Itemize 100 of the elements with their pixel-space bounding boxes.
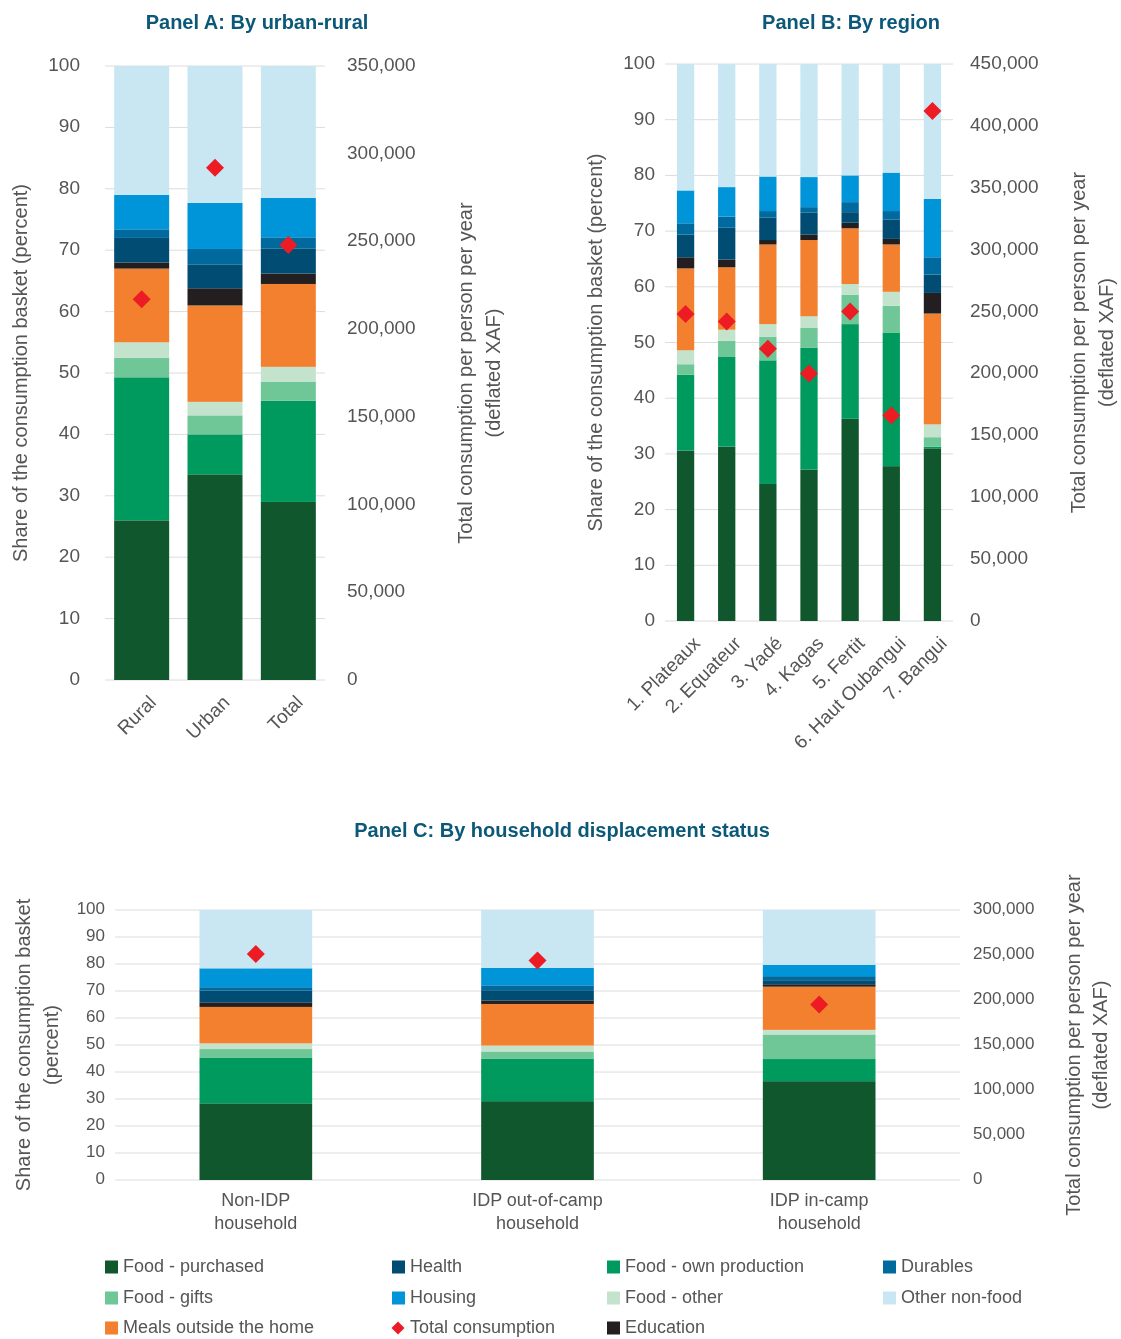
bar (923, 313, 942, 425)
y-tick-label: 90 (86, 926, 105, 946)
y-tick-label: 30 (86, 1088, 105, 1108)
y-tick-label: 60 (86, 1007, 105, 1027)
bar (841, 324, 859, 419)
legend-label: Health (410, 1255, 463, 1276)
bar (800, 212, 818, 235)
y2-tick-label: 100,000 (347, 492, 416, 514)
bar (762, 984, 876, 987)
y2-tick-label: 50,000 (973, 1124, 1025, 1144)
point (800, 364, 818, 383)
bar (841, 284, 859, 295)
point (676, 305, 695, 324)
chart-title: Panel B: By region (762, 11, 940, 34)
legend-label: Food - gifts (123, 1286, 214, 1307)
bar (187, 288, 243, 306)
y2-tick-label: 350,000 (970, 175, 1039, 197)
y-tick-label: 40 (58, 422, 80, 444)
point (246, 945, 265, 964)
y2-tick-label: 400,000 (970, 113, 1039, 135)
bar (114, 262, 170, 269)
y-tick-label: 100 (76, 899, 105, 919)
bar (260, 501, 316, 680)
bar (882, 466, 900, 621)
point (882, 406, 901, 425)
point (279, 235, 298, 254)
y2-tick-label: 250,000 (347, 229, 416, 251)
y2-tick-label: 0 (347, 668, 358, 690)
y-tick-label: 70 (86, 980, 105, 1000)
bar (481, 1003, 594, 1046)
bar (481, 967, 594, 986)
bar (199, 987, 313, 991)
bar (187, 305, 243, 402)
y-tick-label: 70 (58, 238, 80, 260)
bar (114, 66, 170, 195)
y-tick-label: 60 (633, 274, 655, 296)
bar (481, 1101, 594, 1180)
y2-tick-label: 350,000 (347, 54, 416, 76)
bar (759, 360, 777, 484)
bar (923, 292, 942, 314)
y-tick-label: 20 (633, 497, 655, 519)
bar (199, 1049, 313, 1058)
y-tick-label: 80 (58, 176, 80, 198)
bar (759, 217, 777, 241)
y2-tick-label: 200,000 (970, 361, 1039, 383)
y-tick-label: 100 (48, 54, 80, 76)
bar (759, 176, 777, 212)
bar (762, 1034, 876, 1060)
bar (718, 340, 736, 357)
bar (800, 207, 818, 213)
bar (762, 976, 876, 981)
bar (762, 1081, 876, 1180)
bar (882, 332, 900, 467)
bar (114, 268, 170, 343)
bar (199, 1057, 313, 1104)
bar (260, 283, 316, 367)
bar (114, 357, 170, 378)
y-tick-label: 10 (86, 1142, 105, 1162)
y2-tick-label: 450,000 (970, 52, 1039, 74)
y-tick-label: 50 (86, 1034, 105, 1054)
bar (800, 177, 818, 208)
bar (718, 356, 736, 447)
bar (187, 434, 243, 475)
bar (800, 328, 818, 348)
bar (841, 212, 859, 223)
y2-tick-label: 250,000 (973, 944, 1035, 964)
bar (676, 257, 695, 269)
bar (676, 350, 695, 365)
bar (718, 187, 736, 217)
bar (187, 264, 243, 289)
y2-tick-label: 50,000 (970, 547, 1029, 569)
bar (187, 66, 243, 203)
bar (759, 324, 777, 337)
y-tick-label: 80 (86, 953, 105, 973)
y2-tick-label: 200,000 (347, 317, 416, 339)
bar (481, 910, 594, 968)
bar (114, 229, 170, 238)
bar (260, 400, 316, 502)
bar (187, 401, 243, 416)
y-tick-label: 30 (633, 441, 655, 463)
y2-tick-label: 100,000 (970, 485, 1039, 507)
bar (114, 377, 170, 521)
bar (260, 366, 316, 382)
bar (882, 172, 900, 212)
bar (762, 980, 876, 985)
chart-title: Panel A: By urban-rural (145, 11, 369, 34)
y-tick-label: 40 (86, 1061, 105, 1081)
y2-axis-title: Total consumption per person per year (deflated XAF) (454, 202, 505, 544)
point (923, 102, 942, 121)
y-tick-label: 0 (69, 668, 80, 690)
bar (676, 64, 695, 191)
bar (882, 291, 900, 306)
bar (676, 190, 695, 224)
bar (762, 986, 876, 1030)
y2-tick-label: 100,000 (973, 1079, 1035, 1099)
bar (114, 520, 170, 680)
bar (481, 985, 594, 991)
legend-label: Food - purchased (123, 1255, 265, 1276)
bar (923, 274, 942, 293)
bar (718, 227, 736, 260)
